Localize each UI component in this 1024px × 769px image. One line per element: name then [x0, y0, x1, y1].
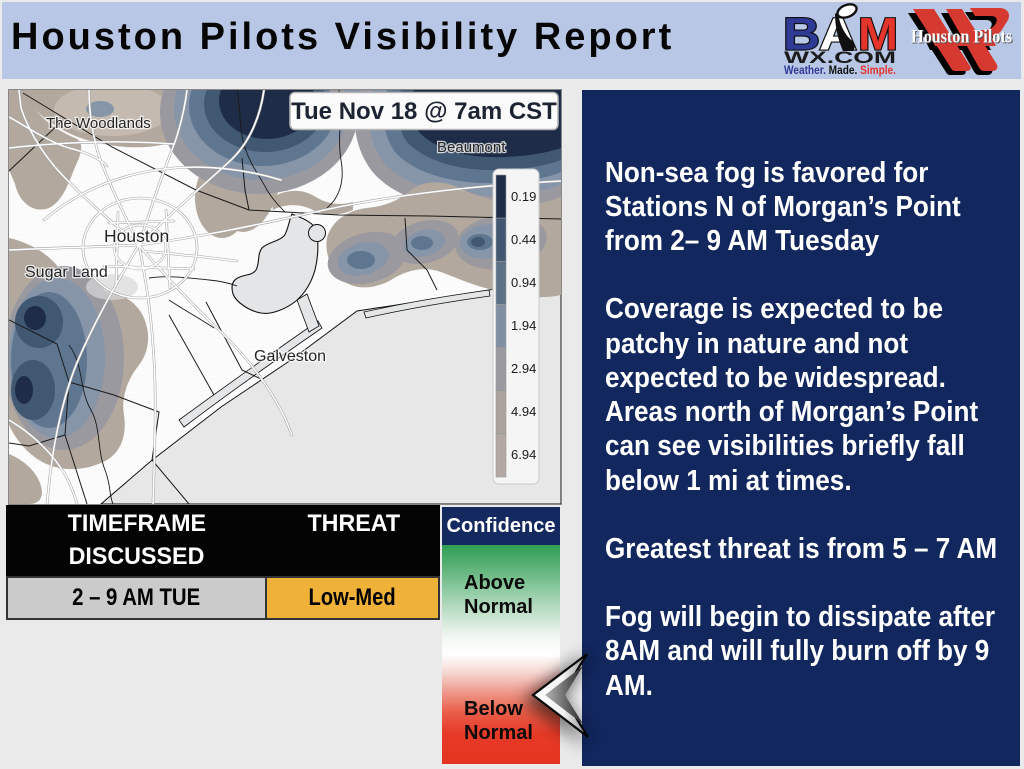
svg-text:0.94: 0.94: [511, 275, 536, 290]
svg-text:Tue Nov 18 @ 7am CST: Tue Nov 18 @ 7am CST: [291, 98, 557, 125]
svg-text:B: B: [783, 9, 820, 60]
svg-text:Galveston: Galveston: [254, 348, 326, 365]
svg-text:Weather. Made. Simple.: Weather. Made. Simple.: [784, 65, 896, 77]
svg-text:Sugar Land: Sugar Land: [25, 264, 108, 281]
svg-text:0.19: 0.19: [511, 189, 536, 204]
svg-text:6.94: 6.94: [511, 447, 536, 462]
svg-text:Houston Pilots: Houston Pilots: [911, 27, 1012, 48]
svg-text:2.94: 2.94: [511, 361, 536, 376]
svg-text:Beaumont: Beaumont: [437, 139, 506, 156]
svg-text:4.94: 4.94: [511, 404, 536, 419]
svg-text:Houston Pilots: Houston Pilots: [912, 28, 1013, 49]
svg-text:M: M: [858, 9, 898, 60]
svg-text:0.44: 0.44: [511, 232, 536, 247]
svg-text:1.94: 1.94: [511, 318, 536, 333]
svg-text:WX.COM: WX.COM: [784, 48, 896, 67]
svg-text:Houston: Houston: [104, 226, 169, 246]
svg-text:The Woodlands: The Woodlands: [46, 115, 151, 132]
